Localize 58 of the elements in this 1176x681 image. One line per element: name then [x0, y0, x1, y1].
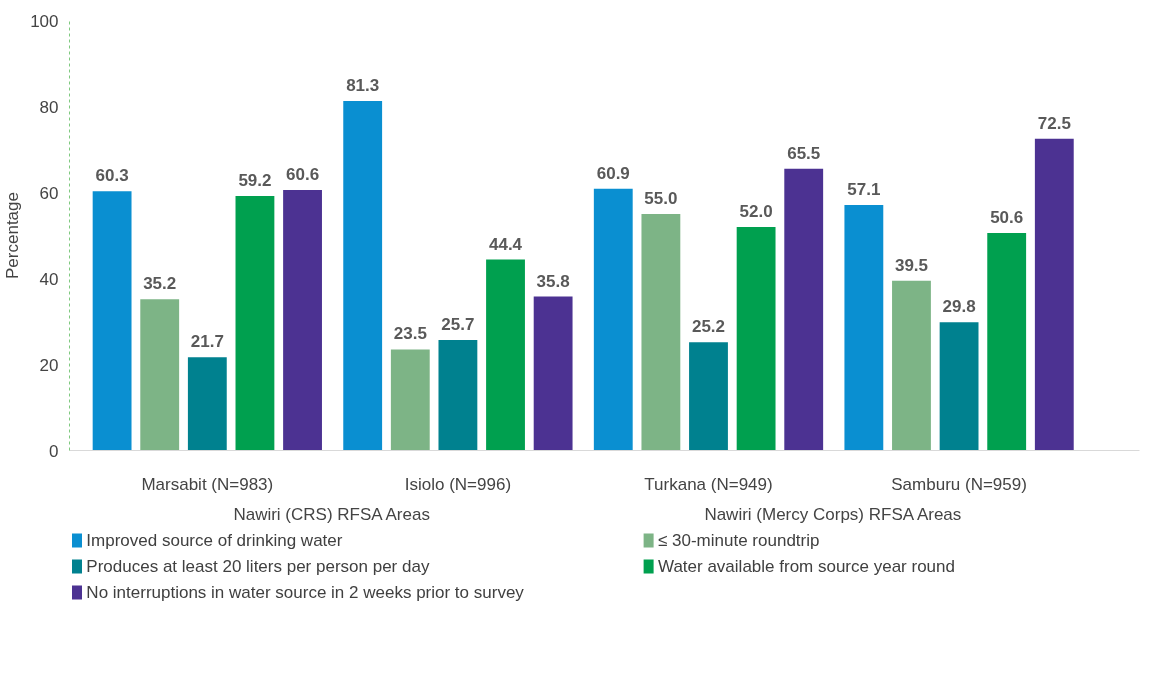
bar: [533, 296, 573, 451]
x-tick-label: Isiolo (N=996): [404, 474, 512, 494]
data-label: 35.2: [143, 274, 177, 294]
x-tick-label: Marsabit (N=983): [141, 474, 274, 494]
data-label: 44.4: [488, 234, 523, 254]
bar: [486, 259, 525, 451]
bar: [438, 339, 478, 451]
data-label: 81.3: [346, 75, 380, 95]
data-label: 60.9: [596, 163, 630, 183]
bar: [892, 280, 931, 451]
data-label: 25.2: [691, 317, 726, 337]
bar: [641, 214, 681, 451]
data-label: 52.0: [739, 201, 773, 221]
bar: [844, 204, 884, 451]
data-label: 23.5: [393, 324, 427, 344]
data-label: 29.8: [942, 297, 976, 317]
legend-label: Produces at least 20 liters per person per day: [86, 557, 430, 576]
y-tick-label: 20: [39, 355, 59, 375]
bar: [784, 168, 824, 451]
y-tick-label: 80: [39, 97, 59, 117]
bar: [92, 191, 132, 451]
legend-label: Water available from source year round: [657, 557, 955, 576]
data-label: 55.0: [644, 189, 678, 208]
x-tick-label: Turkana (N=949): [644, 474, 773, 494]
data-label: 60.6: [286, 164, 320, 184]
bar: [343, 100, 383, 451]
legend-label: Improved source of drinking water: [86, 531, 343, 550]
bar: [187, 357, 227, 451]
data-label: 65.5: [787, 143, 821, 163]
y-axis-title: Percentage: [3, 192, 23, 279]
bar: [736, 226, 776, 451]
bar: [987, 232, 1027, 451]
bar: [939, 322, 979, 451]
bar: [1034, 138, 1074, 451]
data-label: 59.2: [238, 170, 272, 190]
bar: [593, 188, 633, 451]
data-label: 35.8: [536, 271, 570, 291]
data-label: 57.1: [847, 179, 881, 199]
y-tick-label: 60: [39, 183, 59, 203]
x-tick-label: Samburu (N=959): [891, 474, 1027, 494]
legend-label: ≤ 30-minute roundtrip: [657, 531, 820, 550]
bar: [140, 299, 180, 451]
data-label: 25.7: [441, 314, 475, 334]
y-tick-label: 0: [49, 441, 59, 461]
data-label: 60.3: [95, 166, 129, 186]
bar: [390, 349, 430, 451]
legend-label: No interruptions in water source in 2 weeks prior to survey: [86, 583, 525, 602]
data-label: 21.7: [190, 332, 224, 352]
data-label: 72.5: [1037, 113, 1071, 133]
y-tick-label: 100: [30, 11, 59, 31]
y-tick-label: 40: [39, 269, 59, 289]
data-label: 39.5: [894, 255, 929, 275]
text: Nawiri (Mercy Corps) RFSA Areas: [704, 504, 962, 524]
bar: [283, 189, 322, 451]
bar: [689, 342, 728, 451]
bar: [235, 195, 275, 451]
data-label: 50.6: [990, 207, 1024, 227]
text: Nawiri (CRS) RFSA Areas: [233, 504, 430, 524]
